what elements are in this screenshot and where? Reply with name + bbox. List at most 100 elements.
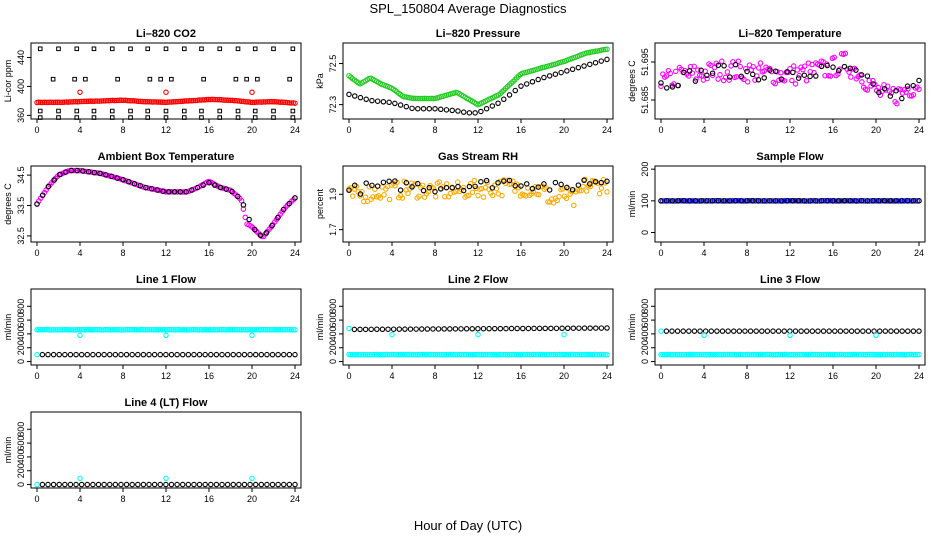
data-point: [372, 351, 378, 358]
data-point: [854, 328, 860, 334]
data-point: [491, 325, 498, 332]
data-point: [115, 97, 121, 104]
data-point: [271, 99, 278, 105]
data-point: [290, 115, 296, 120]
data-point: [114, 175, 121, 181]
data-point: [864, 87, 871, 93]
data-point: [386, 196, 393, 203]
x-tick-label: 0: [658, 125, 663, 135]
data-point: [513, 351, 520, 358]
data-point: [822, 351, 828, 358]
data-point: [744, 198, 750, 204]
data-point: [774, 351, 780, 358]
data-point: [106, 97, 112, 104]
data-point: [399, 195, 406, 201]
x-tick-label: 24: [290, 371, 300, 381]
data-point: [50, 351, 57, 358]
series-red: [34, 96, 298, 106]
x-tick-label: 24: [290, 248, 300, 258]
data-point: [137, 326, 143, 333]
data-point: [563, 351, 570, 358]
data-point: [236, 481, 242, 488]
data-point: [377, 195, 384, 201]
data-point: [591, 351, 597, 358]
data-point: [259, 233, 265, 240]
data-point: [698, 351, 705, 358]
x-tick-label: 16: [204, 248, 214, 258]
data-point: [223, 186, 229, 192]
data-point: [504, 352, 511, 358]
data-point: [37, 115, 43, 120]
data-point: [390, 351, 396, 358]
data-point: [106, 481, 113, 488]
data-point: [695, 67, 701, 73]
data-point: [686, 68, 693, 74]
data-point: [249, 89, 255, 95]
data-point: [200, 97, 206, 103]
data-point: [506, 177, 513, 184]
data-point: [251, 327, 258, 333]
series-green: [346, 46, 610, 108]
data-point: [901, 351, 908, 358]
series-blue: [658, 197, 922, 204]
data-point: [37, 108, 43, 114]
data-point: [801, 351, 808, 358]
data-point: [704, 72, 710, 79]
data-point: [784, 198, 790, 204]
data-point: [890, 198, 896, 204]
x-tick-label: 12: [161, 494, 171, 504]
data-point: [816, 351, 823, 358]
x-tick-label: 20: [871, 248, 881, 258]
data-point: [418, 326, 425, 332]
data-point: [112, 351, 119, 358]
x-tick-label: 4: [701, 248, 706, 258]
data-point: [383, 351, 389, 358]
data-point: [161, 99, 167, 106]
data-point: [139, 98, 145, 105]
data-point: [396, 326, 403, 332]
data-point: [835, 67, 842, 74]
data-point: [725, 328, 731, 334]
y-axis-label: ml/min: [627, 314, 637, 341]
data-point: [458, 326, 464, 332]
data-point: [897, 351, 904, 358]
data-point: [117, 327, 123, 333]
data-point: [374, 326, 380, 333]
data-point: [853, 198, 859, 204]
y-tick-label: 800: [328, 299, 338, 314]
data-point: [561, 331, 567, 338]
data-point: [899, 95, 905, 102]
data-point: [469, 326, 476, 332]
data-point: [93, 326, 99, 333]
data-point: [146, 351, 152, 358]
data-point: [796, 351, 802, 358]
data-point: [252, 115, 258, 120]
data-point: [101, 481, 107, 488]
data-point: [778, 76, 785, 82]
y-tick-label: 800: [640, 299, 650, 314]
data-point: [552, 351, 559, 358]
data-point: [255, 327, 261, 333]
data-point: [292, 100, 298, 106]
data-point: [269, 481, 276, 488]
data-point: [269, 222, 275, 229]
data-point: [563, 195, 570, 202]
data-point: [205, 327, 212, 333]
data-point: [876, 198, 882, 204]
data-point: [916, 77, 922, 84]
panel-5: Sample Flow 0 4 8 12 16 20 24 0 100 200 ml/min: [627, 151, 926, 258]
data-point: [692, 78, 699, 84]
data-point: [499, 351, 505, 358]
data-point: [181, 327, 188, 333]
data-point: [90, 481, 96, 488]
data-point: [166, 326, 173, 333]
data-point: [887, 93, 894, 99]
data-point: [831, 351, 837, 358]
data-point: [879, 351, 885, 358]
data-point: [833, 351, 839, 358]
data-point: [859, 351, 865, 358]
data-point: [100, 98, 107, 104]
x-tick-label: 0: [34, 494, 39, 504]
data-point: [222, 97, 228, 103]
data-point: [192, 326, 199, 333]
